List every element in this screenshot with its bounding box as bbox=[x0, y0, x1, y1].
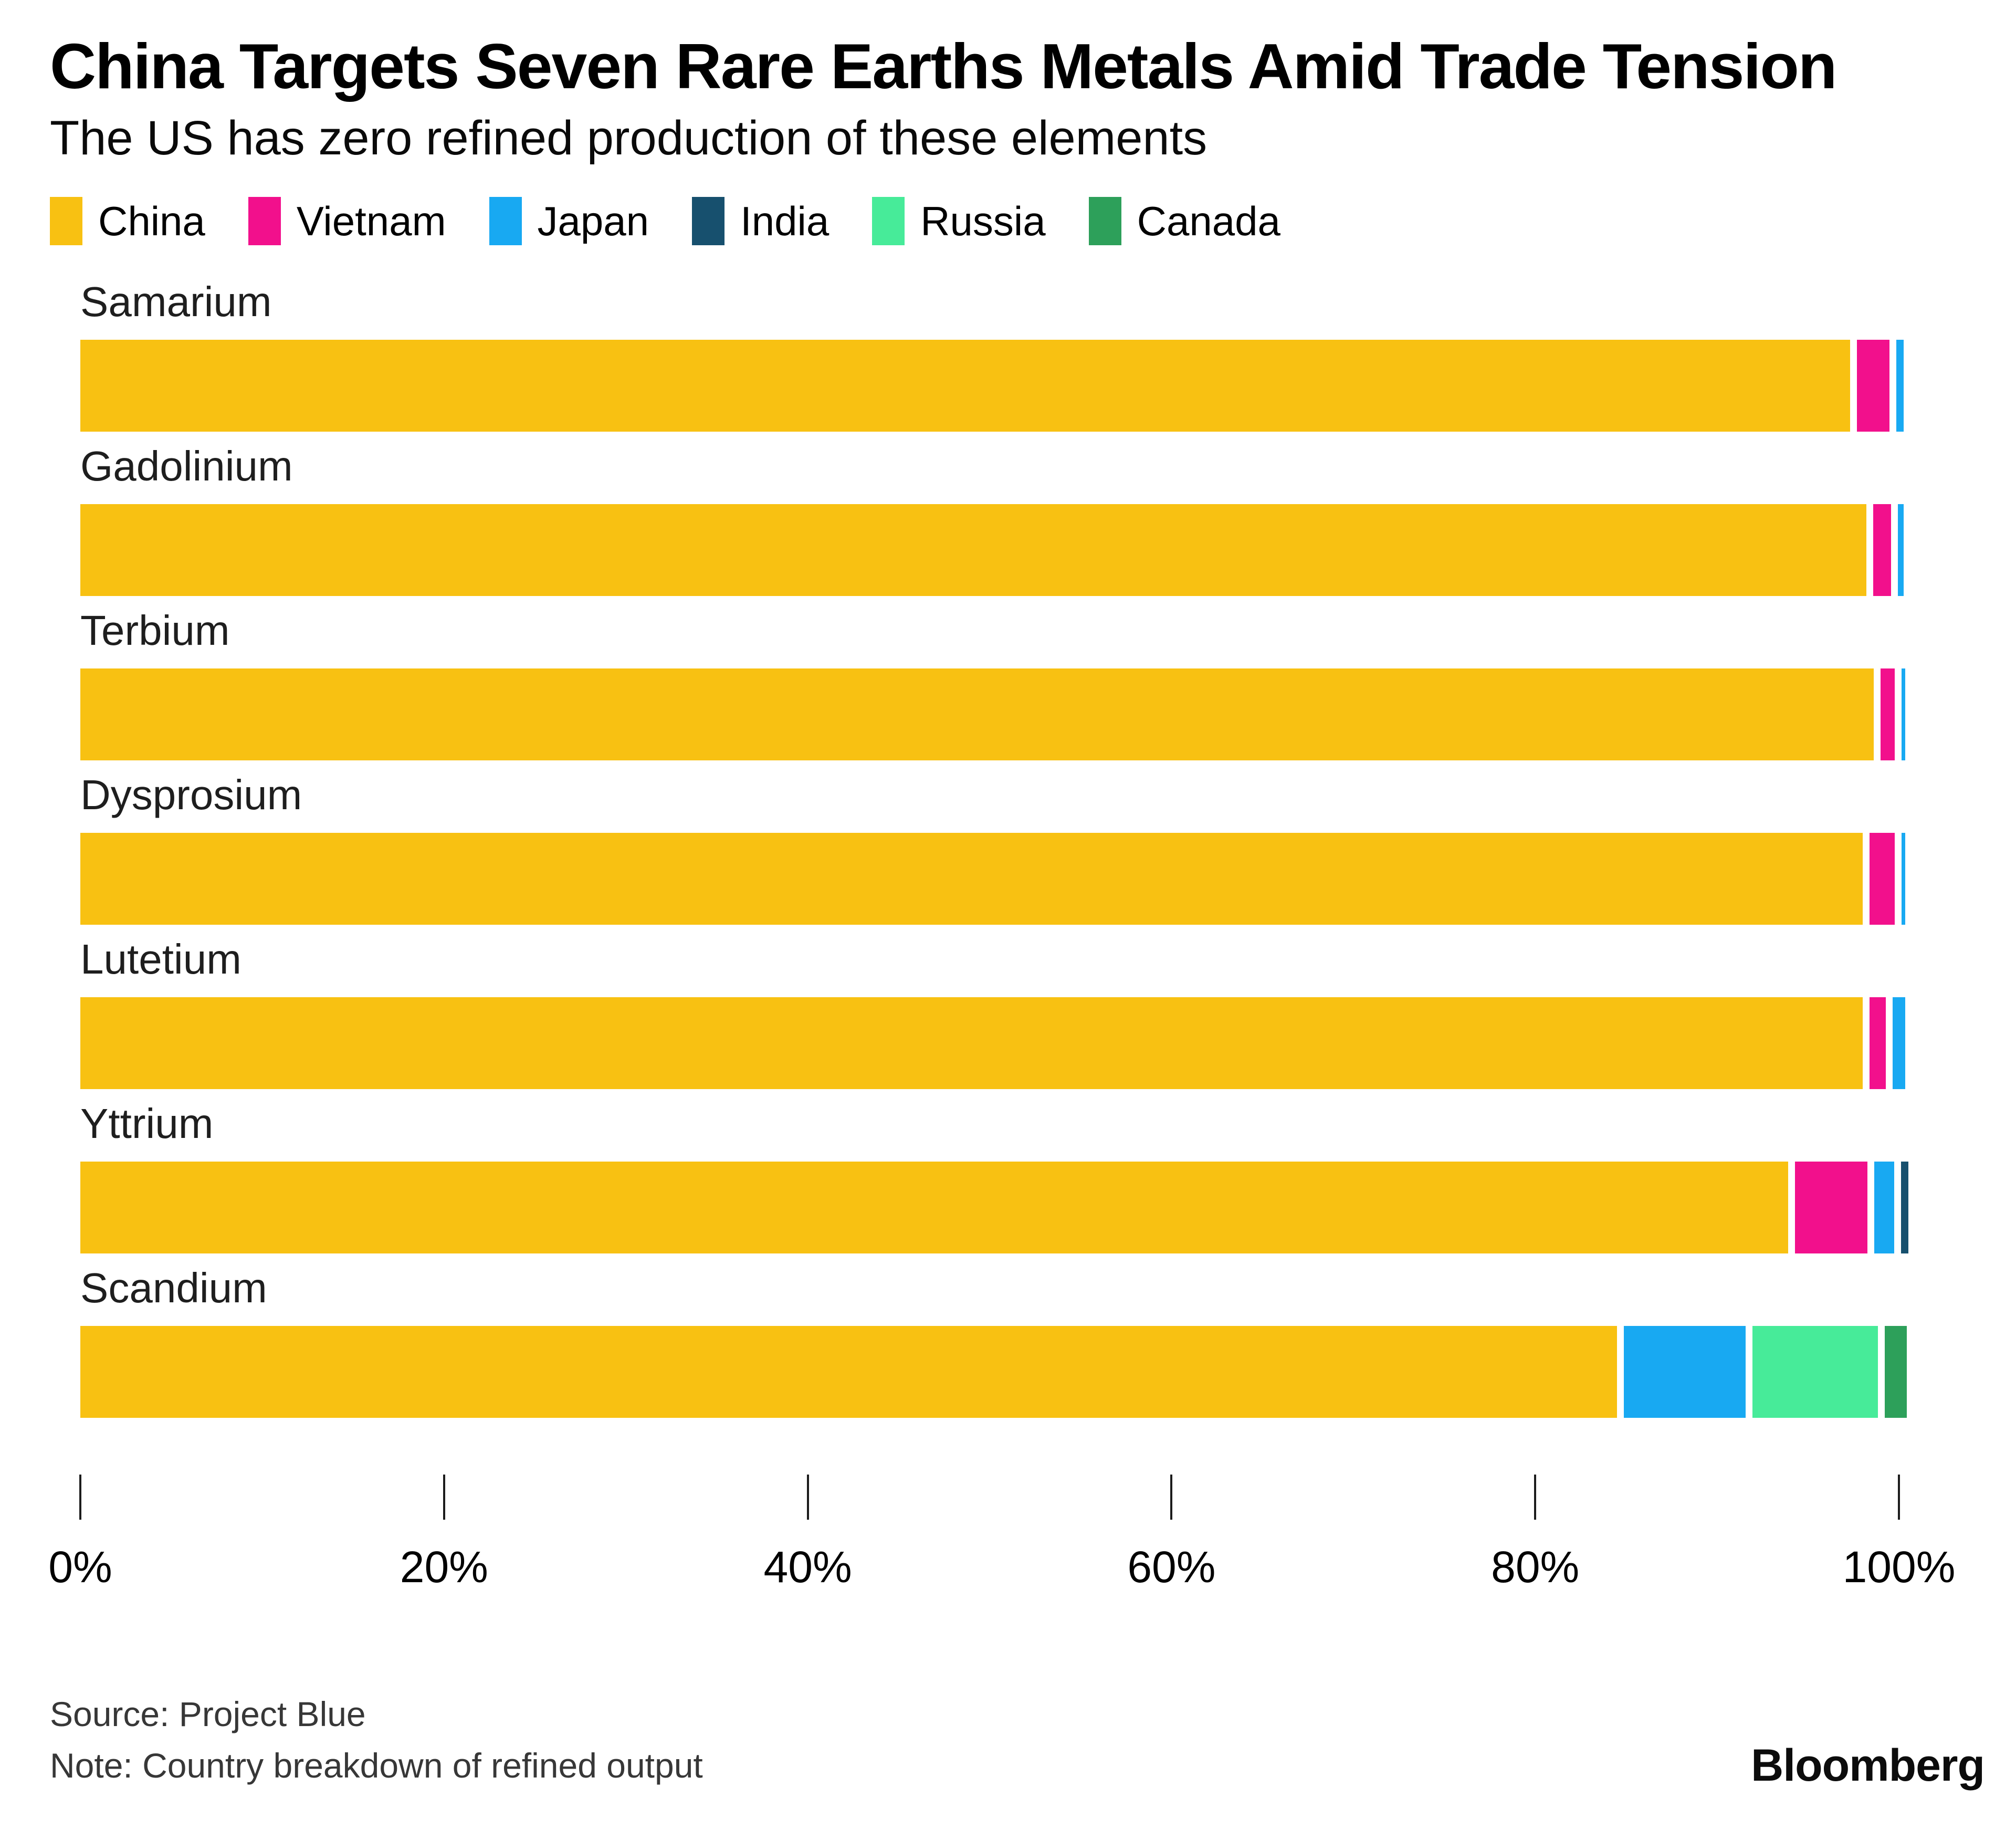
legend-swatch-vietnam bbox=[248, 197, 281, 246]
legend-item: India bbox=[692, 197, 830, 246]
axis-tick-label: 20% bbox=[400, 1542, 488, 1592]
chart-title: China Targets Seven Rare Earths Metals A… bbox=[50, 30, 1837, 102]
bar-row: Samarium bbox=[80, 279, 1984, 432]
legend-label: Canada bbox=[1137, 197, 1280, 244]
bar-segment-vietnam bbox=[1873, 504, 1892, 597]
chart-footer: Source: Project Blue Note: Country break… bbox=[50, 1689, 1985, 1791]
bar-segment-china bbox=[80, 833, 1863, 925]
legend-swatch-china bbox=[50, 197, 82, 246]
bar-segment-china bbox=[80, 668, 1874, 761]
stacked-bar bbox=[80, 340, 1904, 432]
chart-area: Samarium Gadolinium Terbium Dysprosium Lutet… bbox=[48, 279, 1984, 1627]
bar-row: Gadolinium bbox=[80, 443, 1984, 597]
bar-label: Samarium bbox=[80, 278, 272, 326]
bar-segment-china bbox=[80, 997, 1863, 1090]
bar-segment-vietnam bbox=[1869, 997, 1886, 1090]
axis-tick bbox=[1898, 1475, 1900, 1520]
stacked-bar bbox=[80, 997, 1906, 1090]
bar-segment-china bbox=[80, 1326, 1618, 1418]
legend-item: Japan bbox=[489, 197, 649, 246]
legend-label: Vietnam bbox=[296, 197, 446, 244]
bar-label: Terbium bbox=[80, 607, 230, 654]
bar-label: Lutetium bbox=[80, 936, 242, 983]
bar-label: Scandium bbox=[80, 1264, 267, 1312]
bar-segment-japan bbox=[1892, 997, 1906, 1090]
bar-segment-russia bbox=[1752, 1326, 1878, 1418]
bar-segment-vietnam bbox=[1869, 833, 1895, 925]
legend-label: China bbox=[98, 197, 205, 244]
legend-label: India bbox=[740, 197, 830, 244]
axis-tick bbox=[1534, 1475, 1537, 1520]
axis-tick-label: 0% bbox=[48, 1542, 112, 1592]
bloomberg-logo: Bloomberg bbox=[1751, 1740, 1985, 1791]
stacked-bar bbox=[80, 1326, 1907, 1418]
stacked-bar bbox=[80, 504, 1904, 597]
bar-label: Gadolinium bbox=[80, 443, 293, 490]
axis-tick bbox=[1170, 1475, 1173, 1520]
chart-subtitle: The US has zero refined production of th… bbox=[50, 111, 1208, 165]
legend-swatch-russia bbox=[872, 197, 905, 246]
source-text: Source: Project Blue bbox=[50, 1695, 366, 1734]
bar-row: Lutetium bbox=[80, 936, 1984, 1090]
note-text: Note: Country breakdown of refined outpu… bbox=[50, 1746, 703, 1785]
bar-segment-canada bbox=[1885, 1326, 1907, 1418]
legend-swatch-japan bbox=[489, 197, 522, 246]
legend-label: Japan bbox=[537, 197, 649, 244]
legend-swatch-india bbox=[692, 197, 725, 246]
bar-label: Dysprosium bbox=[80, 771, 302, 819]
axis-tick-label: 40% bbox=[763, 1542, 852, 1592]
x-axis: 0% 20% 40% 60% 80% 100% bbox=[48, 1475, 1955, 1627]
bar-rows: Samarium Gadolinium Terbium Dysprosium Lutet… bbox=[80, 279, 1984, 1418]
legend-item: China bbox=[50, 197, 205, 246]
bar-row: Terbium bbox=[80, 607, 1984, 761]
bar-segment-japan bbox=[1902, 668, 1906, 761]
bar-segment-vietnam bbox=[1856, 340, 1889, 432]
axis-tick bbox=[79, 1475, 81, 1520]
bar-segment-vietnam bbox=[1794, 1162, 1868, 1254]
stacked-bar bbox=[80, 668, 1906, 761]
bar-label: Yttrium bbox=[80, 1100, 214, 1147]
legend-item: Russia bbox=[872, 197, 1046, 246]
bar-segment-china bbox=[80, 504, 1866, 597]
bar-segment-japan bbox=[1896, 340, 1904, 432]
stacked-bar bbox=[80, 1162, 1909, 1254]
bar-segment-japan bbox=[1624, 1326, 1746, 1418]
bar-row: Dysprosium bbox=[80, 772, 1984, 925]
axis-tick bbox=[443, 1475, 445, 1520]
legend: China Vietnam Japan India Russia Canada bbox=[50, 197, 1984, 246]
bar-row: Yttrium bbox=[80, 1100, 1984, 1254]
axis-tick-label: 100% bbox=[1842, 1542, 1956, 1592]
legend-item: Vietnam bbox=[248, 197, 446, 246]
stacked-bar bbox=[80, 833, 1906, 925]
bar-segment-china bbox=[80, 340, 1850, 432]
axis-tick-label: 60% bbox=[1127, 1542, 1216, 1592]
bar-segment-china bbox=[80, 1162, 1788, 1254]
bar-segment-india bbox=[1901, 1162, 1909, 1254]
footer-notes: Source: Project Blue Note: Country break… bbox=[50, 1689, 703, 1791]
bar-row: Scandium bbox=[80, 1265, 1984, 1418]
bar-segment-japan bbox=[1898, 504, 1904, 597]
legend-swatch-canada bbox=[1088, 197, 1121, 246]
axis-tick-label: 80% bbox=[1491, 1542, 1580, 1592]
axis-tick bbox=[806, 1475, 809, 1520]
bar-segment-vietnam bbox=[1880, 668, 1895, 761]
bar-segment-japan bbox=[1902, 833, 1906, 925]
legend-label: Russia bbox=[920, 197, 1046, 244]
bar-segment-japan bbox=[1874, 1162, 1895, 1254]
chart-page: China Targets Seven Rare Earths Metals A… bbox=[48, 30, 1985, 1791]
legend-item: Canada bbox=[1088, 197, 1280, 246]
chart-header: China Targets Seven Rare Earths Metals A… bbox=[50, 30, 1984, 246]
